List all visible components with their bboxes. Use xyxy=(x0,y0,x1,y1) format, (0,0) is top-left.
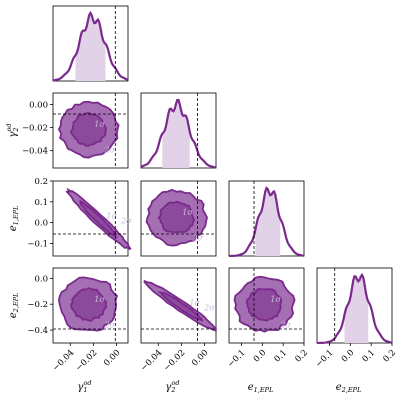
x-tick-label: −0.04 xyxy=(51,348,77,374)
x-tick-label: 0.1 xyxy=(273,348,290,365)
marginal-gamma2_od xyxy=(140,93,217,169)
x-tick-label: 0.00 xyxy=(190,348,210,368)
scatter-gamma1_od-e2_EPL: 2σ 1σ xyxy=(53,268,128,343)
contour-label-1sigma: 1σ xyxy=(106,212,117,221)
contour-1sigma xyxy=(157,200,196,234)
x-tick-label: −0.02 xyxy=(162,348,188,374)
x-axis-gamma1_od: −0.04−0.02 0.00 γ1od xyxy=(51,343,123,394)
y-axis-label-gamma2_od: γ2od xyxy=(5,123,20,137)
scatter-gamma1_od-gamma2_od: 2σ 1σ xyxy=(53,93,128,168)
y-tick-label: 0.0 xyxy=(34,274,48,284)
y-tick-label: −0.02 xyxy=(22,124,48,134)
y-tick-label: 0.1 xyxy=(34,198,48,208)
contour-1sigma xyxy=(245,287,283,322)
scatter-e1_EPL-e2_EPL: 2σ 1σ xyxy=(229,268,304,343)
marginal-e1_EPL xyxy=(228,181,305,258)
x-axis-e2_EPL: −0.1 0.0 0.1 0.2 e2,EPL xyxy=(314,343,398,394)
x-axis-label-gamma2_od: γ2od xyxy=(165,379,179,394)
contour-label-2sigma: 2σ xyxy=(279,320,291,329)
contour-label-1sigma: 1σ xyxy=(182,208,193,217)
x-axis-label-sub: 2 xyxy=(170,386,175,394)
x-tick-label: −0.1 xyxy=(314,348,336,370)
contour-label-1sigma: 1σ xyxy=(94,120,105,129)
ci68-region xyxy=(162,100,190,168)
x-axis-gamma2_od: −0.04−0.02 0.00 γ2od xyxy=(139,343,211,394)
y-tick-label: −0.04 xyxy=(22,147,48,157)
contour-label-2sigma: 2σ xyxy=(103,320,115,329)
y-tick-label: 0.2 xyxy=(34,177,48,187)
contour-1sigma xyxy=(70,287,108,322)
contour-label-2sigma: 2σ xyxy=(103,145,115,154)
y-tick-label: −0.2 xyxy=(27,300,48,310)
x-tick-label: −0.1 xyxy=(226,348,248,370)
contour-1sigma xyxy=(69,111,107,147)
marginal-e2_EPL xyxy=(316,268,393,345)
contour-label-2sigma: 2σ xyxy=(120,216,132,225)
x-axis-e1_EPL: −0.1 0.0 0.1 0.2 e1,EPL xyxy=(226,343,310,394)
marginal-curve xyxy=(140,98,217,169)
x-axis-label-gamma1_od: γ1od xyxy=(77,379,91,394)
x-axis-label-e1_EPL: e1,EPL xyxy=(248,382,274,394)
contour-label-1sigma: 1σ xyxy=(94,295,105,304)
x-tick-label: 0.2 xyxy=(293,348,310,365)
panel-frame-3-0 xyxy=(52,267,129,344)
x-axis-label-sub: 1 xyxy=(83,386,87,394)
y-axis-label-e1_EPL: e1,EPL xyxy=(8,206,20,232)
x-tick-label: 0.0 xyxy=(252,348,269,365)
y-tick-label: 0.0 xyxy=(34,219,48,229)
x-tick-label: 0.0 xyxy=(340,348,357,365)
y-axis-e2_EPL: 0.0 −0.2 −0.4 e2,EPL xyxy=(8,274,53,336)
x-tick-label: 0.1 xyxy=(361,348,378,365)
ci68-region xyxy=(344,275,369,343)
panel-frame-3-1 xyxy=(140,267,217,344)
panel-frame-3-2 xyxy=(228,267,305,344)
panel-frame-2-0 xyxy=(52,180,129,257)
x-axis-label-sub: 1,EPL xyxy=(254,386,274,394)
y-axis-label-sup: od xyxy=(5,123,13,131)
x-axis-label-sup: od xyxy=(84,379,92,387)
marginal-curve xyxy=(228,186,305,258)
contour-label-1sigma: 1σ xyxy=(189,299,200,308)
x-tick-label: 0.00 xyxy=(102,348,122,368)
contour-1sigma xyxy=(79,199,119,239)
y-axis-e1_EPL: 0.2 0.1 0.0 −0.1 e1,EPL xyxy=(8,177,53,250)
contour-1sigma xyxy=(157,290,204,322)
y-tick-label: −0.4 xyxy=(27,326,48,336)
y-axis-label-e2_EPL: e2,EPL xyxy=(8,293,20,319)
y-tick-label: 0.00 xyxy=(29,101,48,111)
x-axis-label-sup: od xyxy=(172,379,180,387)
x-tick-label: −0.02 xyxy=(74,348,100,374)
ci68-region xyxy=(75,13,106,81)
ci68-region xyxy=(255,188,281,256)
panel-frame-2-1 xyxy=(140,180,217,257)
panel-frame-1-0 xyxy=(52,92,129,169)
x-tick-label: 0.2 xyxy=(381,348,398,365)
x-axis-label-e2_EPL: e2,EPL xyxy=(336,382,362,394)
x-axis-label-sub: 2,EPL xyxy=(341,386,362,394)
contour-label-2sigma: 2σ xyxy=(203,303,215,312)
contour-label-1sigma: 1σ xyxy=(270,295,281,304)
marginal-curve xyxy=(316,272,393,345)
y-axis-label-sub: 1,EPL xyxy=(12,206,20,226)
y-tick-label: −0.1 xyxy=(27,240,48,250)
marginal-gamma1_od xyxy=(52,6,129,82)
x-tick-label: −0.04 xyxy=(139,348,165,374)
y-axis-label-sub: 2 xyxy=(12,127,20,132)
y-axis-label-sub: 2,EPL xyxy=(12,293,20,314)
